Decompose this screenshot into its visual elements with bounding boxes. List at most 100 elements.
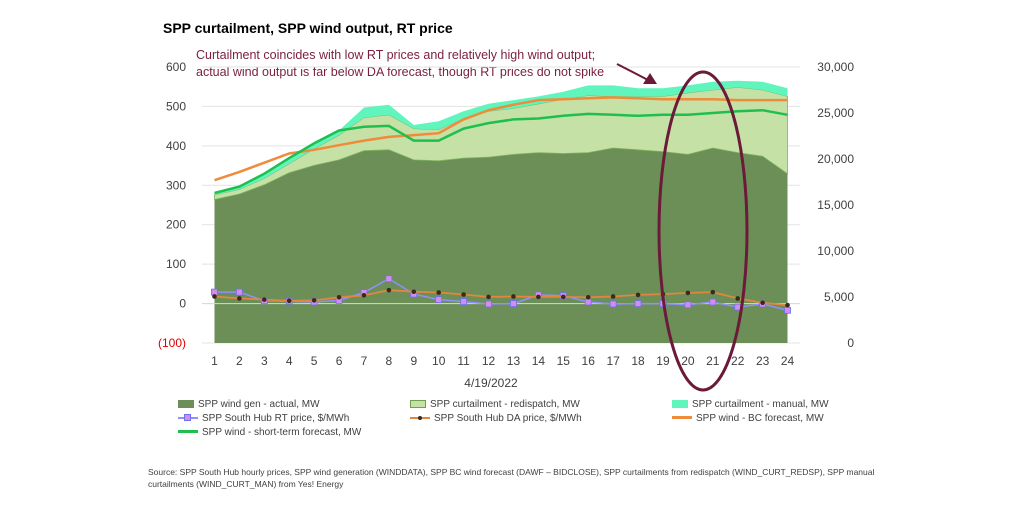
legend-label: SPP South Hub DA price, $/MWh — [434, 412, 582, 424]
rt-price-point — [510, 300, 517, 307]
x-tick-label: 3 — [261, 354, 268, 368]
x-tick-label: 23 — [756, 354, 770, 368]
y-right-tick-label: 15,000 — [817, 198, 854, 212]
line-bc-forecast — [214, 96, 788, 182]
da-price-point — [760, 300, 765, 306]
y-right-tick-label: 0 — [847, 336, 854, 350]
da-price-point — [560, 294, 566, 300]
rt-price-point — [460, 298, 468, 306]
da-price-point — [411, 289, 417, 295]
line-series — [211, 96, 791, 314]
legend-item-manual: SPP curtailment - manual, MW — [672, 399, 829, 410]
y-left-tick-label: (100) — [158, 336, 186, 350]
da-price-point — [286, 298, 292, 304]
x-tick-label: 11 — [457, 354, 470, 368]
x-tick-label: 24 — [781, 354, 795, 368]
annotation-arrow-head — [643, 73, 657, 84]
x-tick-label: 17 — [606, 354, 620, 368]
x-tick-label: 14 — [532, 354, 546, 368]
da-price-point — [311, 298, 317, 303]
source-note: Source: SPP South Hub hourly prices, SPP… — [148, 467, 875, 489]
da-price-point — [735, 296, 741, 301]
da-price-point — [536, 294, 541, 300]
annotation-arrow-shaft — [616, 63, 649, 81]
y-right-tick-label: 20,000 — [817, 152, 854, 166]
legend-swatch-da-price — [410, 413, 430, 423]
x-tick-label: 5 — [311, 354, 318, 368]
legend-swatch-rt-price — [178, 413, 198, 423]
legend-label: SPP curtailment - manual, MW — [692, 398, 829, 410]
x-tick-label: 18 — [631, 354, 645, 368]
x-tick-label: 21 — [706, 354, 720, 368]
legend-label: SPP wind gen - actual, MW — [198, 398, 320, 410]
rt-price-point — [784, 306, 791, 314]
rt-price-point — [385, 275, 393, 283]
legend-swatch-redispatch — [410, 400, 426, 408]
y-right-tick-label: 30,000 — [817, 60, 854, 74]
area-manual — [214, 80, 788, 195]
x-tick-label: 22 — [731, 354, 745, 368]
legend-item-rt-price: SPP South Hub RT price, $/MWh — [178, 413, 410, 424]
legend-label: SPP South Hub RT price, $/MWh — [202, 412, 350, 424]
axes: (100) 0 100 200 300 400 500 600 0 5,000 10,000 15,0… — [158, 60, 854, 390]
rt-price-point — [485, 300, 492, 308]
da-price-point — [336, 294, 342, 300]
legend-swatch-bc-forecast — [672, 413, 692, 423]
line-rt-price — [214, 277, 788, 312]
y-left-tick-label: 400 — [166, 139, 186, 153]
chart-annotation: Curtailment coincides with low RT prices… — [196, 48, 605, 79]
legend-swatch-st-forecast — [178, 427, 198, 437]
x-tick-label: 20 — [681, 354, 695, 368]
y-right-tick-label: 25,000 — [817, 106, 854, 120]
rt-price-point — [609, 300, 617, 308]
da-price-point — [386, 287, 392, 293]
rt-price-point — [235, 288, 243, 296]
line-da-price — [214, 289, 788, 306]
da-price-point — [486, 294, 491, 300]
y-right-tick-label: 5,000 — [824, 290, 854, 304]
highlight-ellipse — [657, 70, 749, 392]
y-left-tick-label: 600 — [166, 60, 186, 74]
y-left-tick-label: 100 — [166, 257, 186, 271]
da-price-point — [635, 292, 641, 298]
x-tick-label: 19 — [656, 354, 670, 368]
x-tick-label: 8 — [386, 354, 393, 368]
x-tick-label: 9 — [410, 354, 417, 368]
da-price-point — [511, 294, 516, 299]
legend-item-bc-forecast: SPP wind - BC forecast, MW — [672, 413, 824, 424]
x-tick-label: 10 — [432, 354, 446, 368]
x-tick-label: 16 — [582, 354, 596, 368]
y-left-tick-label: 500 — [166, 99, 186, 113]
highlight-layer — [616, 63, 749, 392]
y-left-tick-label: 200 — [166, 218, 186, 232]
legend-swatch-actual — [178, 400, 194, 408]
x-tick-label: 6 — [336, 354, 343, 368]
x-tick-label: 15 — [557, 354, 571, 368]
legend-label: SPP wind - short-term forecast, MW — [202, 426, 362, 438]
x-tick-label: 4 — [286, 354, 293, 368]
area-actual — [214, 148, 788, 343]
legend-item-st-forecast: SPP wind - short-term forecast, MW — [178, 427, 410, 438]
legend: SPP wind gen - actual, MW SPP curtailmen… — [178, 397, 878, 439]
da-price-point — [685, 290, 691, 296]
legend-item-actual: SPP wind gen - actual, MW — [178, 399, 410, 410]
legend-item-da-price: SPP South Hub DA price, $/MWh — [410, 413, 672, 424]
x-tick-label: 13 — [507, 354, 521, 368]
da-price-point — [237, 296, 242, 301]
legend-label: SPP wind - BC forecast, MW — [696, 412, 824, 424]
da-price-point — [585, 294, 591, 300]
legend-item-redispatch: SPP curtailment - redispatch, MW — [410, 399, 672, 410]
legend-swatch-manual — [672, 400, 688, 408]
da-price-point — [461, 292, 466, 297]
rt-price-point — [684, 301, 692, 309]
line-st-forecast — [214, 108, 788, 195]
x-tick-label: 1 — [211, 354, 218, 368]
x-tick-label: 2 — [236, 354, 243, 368]
rt-price-point — [709, 298, 717, 306]
x-tick-label: 12 — [482, 354, 496, 368]
da-price-point — [212, 294, 217, 299]
x-axis-label: 4/19/2022 — [464, 376, 518, 390]
rt-price-point — [734, 303, 742, 311]
rt-price-point — [435, 296, 443, 304]
